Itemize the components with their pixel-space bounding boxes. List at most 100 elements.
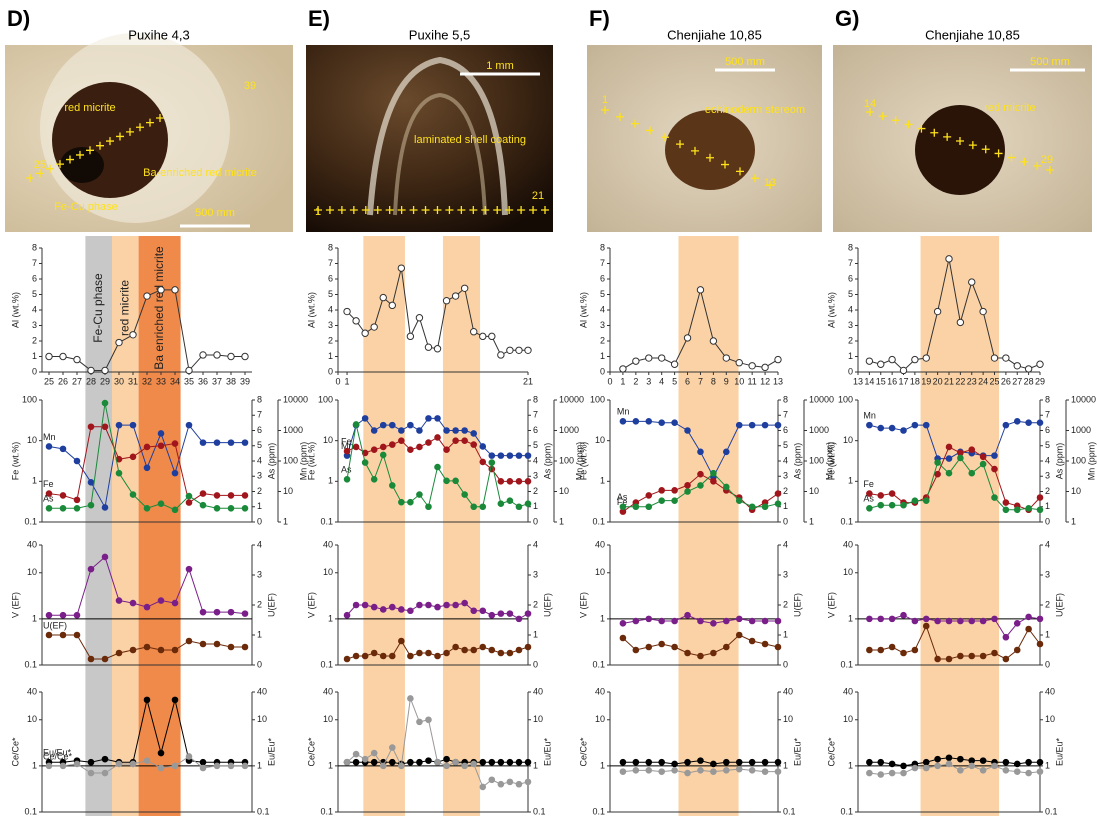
tick-label: 4: [257, 539, 262, 549]
data-point: [426, 440, 432, 446]
data-point: [102, 756, 108, 762]
tick-label: 0.1: [592, 516, 605, 526]
data-point: [172, 763, 178, 769]
tick-label: 10: [533, 714, 543, 724]
data-point: [935, 756, 941, 762]
data-point: [867, 616, 873, 622]
data-point: [399, 638, 405, 644]
data-point: [88, 480, 94, 486]
data-point: [158, 647, 164, 653]
data-point: [408, 447, 414, 453]
data-point: [901, 763, 907, 769]
data-point: [724, 484, 730, 490]
data-point: [462, 438, 468, 444]
data-point: [525, 644, 531, 650]
data-point: [371, 750, 377, 756]
data-point: [980, 618, 986, 624]
data-point: [711, 761, 717, 767]
data-point: [46, 763, 52, 769]
data-point: [1003, 355, 1009, 361]
data-point: [935, 763, 941, 769]
tick-label: 2: [32, 335, 37, 345]
data-point: [775, 618, 781, 624]
data-point: [1003, 768, 1009, 774]
tick-label: 40: [783, 686, 793, 696]
data-point: [516, 759, 522, 765]
tick-label: 100: [590, 394, 605, 404]
tick-label: 1: [328, 613, 333, 623]
photo-label: 25: [34, 159, 46, 171]
data-point: [969, 447, 975, 453]
photo-label: 500 mm: [725, 56, 765, 68]
tick-label: 5: [783, 440, 788, 450]
tick-label: 100: [1071, 455, 1086, 465]
data-point: [46, 632, 52, 638]
axis-title: Eu/Eu*: [542, 737, 552, 766]
data-point: [762, 769, 768, 775]
tick-label: 10000: [809, 394, 834, 404]
data-point: [901, 770, 907, 776]
data-point: [1026, 505, 1032, 511]
data-point: [74, 356, 80, 362]
data-point: [912, 765, 918, 771]
data-point: [144, 644, 150, 650]
data-point: [736, 422, 742, 428]
axis-title: Ce/Ce*: [826, 737, 836, 767]
tick-label: 0.1: [24, 659, 37, 669]
data-point: [646, 616, 652, 622]
data-point: [525, 611, 531, 617]
data-point: [969, 470, 975, 476]
tick-label: 5: [32, 289, 37, 299]
x-tick-label: 0: [335, 376, 340, 386]
data-point: [242, 440, 248, 446]
data-point: [158, 750, 164, 756]
data-point: [980, 768, 986, 774]
tick-label: 1: [32, 476, 37, 486]
data-point: [426, 717, 432, 723]
data-point: [344, 656, 350, 662]
tick-label: 1: [1045, 760, 1050, 770]
figure: D)Puxihe 4,3red micriteBa-enriched red m…: [0, 0, 1097, 824]
x-tick-label: 13: [773, 376, 783, 386]
data-point: [889, 770, 895, 776]
x-tick-label: 33: [156, 376, 166, 386]
tick-label: 1: [1071, 516, 1076, 526]
series-label: As: [617, 492, 628, 502]
data-point: [102, 770, 108, 776]
tick-label: 10: [783, 714, 793, 724]
tick-label: 1000: [283, 425, 303, 435]
data-point: [878, 493, 884, 499]
data-point: [749, 422, 755, 428]
data-point: [711, 650, 717, 656]
data-point: [186, 566, 192, 572]
tick-label: 0: [533, 516, 538, 526]
tick-label: 3: [848, 320, 853, 330]
data-point: [1014, 621, 1020, 627]
x-tick-label: 36: [198, 376, 208, 386]
data-point: [1026, 420, 1032, 426]
data-point: [1037, 361, 1043, 367]
band-label: Fe-Cu phase: [91, 273, 105, 343]
tick-label: 10000: [1071, 394, 1096, 404]
tick-label: 6: [533, 425, 538, 435]
data-point: [980, 308, 986, 314]
data-point: [646, 759, 652, 765]
tick-label: 3: [257, 471, 262, 481]
data-point: [186, 422, 192, 428]
data-point: [200, 502, 206, 508]
data-point: [489, 759, 495, 765]
data-point: [435, 416, 441, 422]
data-point: [659, 618, 665, 624]
tick-label: 7: [848, 258, 853, 268]
data-point: [633, 618, 639, 624]
tick-label: 40: [257, 686, 267, 696]
data-point: [946, 456, 952, 462]
data-point: [507, 611, 513, 617]
data-point: [444, 602, 450, 608]
tick-label: 5: [600, 289, 605, 299]
data-point: [878, 759, 884, 765]
data-point: [878, 772, 884, 778]
tick-label: 0.1: [533, 806, 546, 816]
data-point: [1014, 769, 1020, 775]
data-point: [102, 554, 108, 560]
